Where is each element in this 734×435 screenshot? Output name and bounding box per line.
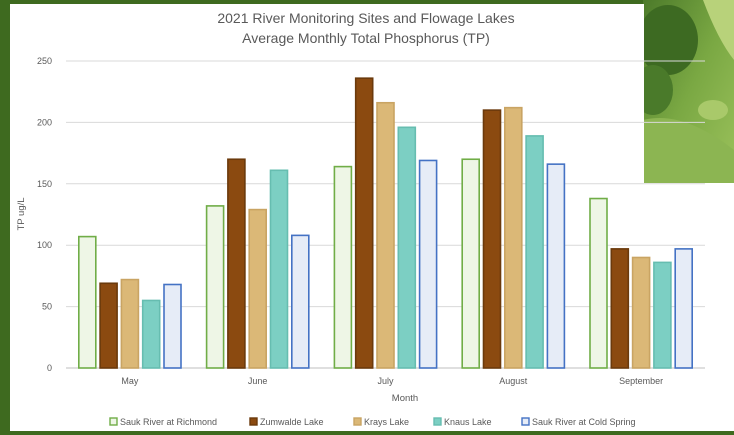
legend-swatch — [353, 417, 362, 426]
x-tick-label: August — [499, 376, 528, 386]
bar — [205, 205, 225, 369]
bar — [290, 234, 310, 369]
legend-swatch — [109, 417, 118, 426]
x-tick-label: June — [248, 376, 268, 386]
y-axis-label: TP ug/L — [16, 197, 27, 230]
bar — [120, 278, 140, 369]
bar — [674, 248, 694, 369]
bar — [397, 126, 417, 369]
x-tick-label: May — [121, 376, 139, 386]
bar — [610, 248, 630, 369]
bar — [354, 77, 374, 369]
legend-swatch — [249, 417, 258, 426]
bar — [503, 106, 523, 369]
bar — [653, 261, 672, 369]
y-tick-label: 100 — [37, 240, 52, 250]
bar — [99, 282, 118, 369]
x-axis-label: Month — [392, 393, 418, 404]
y-axis-ticks: 0 50 100 150 200 250 — [37, 56, 52, 373]
bar — [333, 165, 353, 369]
x-tick-label: July — [377, 376, 394, 386]
legend: Sauk River at Richmond Zumwalde Lake Krays… — [109, 417, 636, 427]
legend-swatch — [521, 417, 530, 426]
bar — [78, 235, 97, 369]
bars — [78, 77, 694, 369]
x-tick-label: September — [619, 376, 663, 386]
bar — [248, 208, 267, 369]
chart-title: 2021 River Monitoring Sites and Flowage … — [217, 10, 514, 26]
legend-label: Sauk River at Cold Spring — [532, 417, 636, 427]
lake-photo — [643, 0, 734, 183]
bar — [418, 159, 438, 369]
bar — [546, 163, 566, 369]
bar — [589, 197, 608, 369]
bar — [269, 169, 289, 369]
x-axis-ticks: May June July August September — [121, 376, 663, 386]
chart-subtitle: Average Monthly Total Phosphorus (TP) — [242, 30, 490, 46]
legend-label: Knaus Lake — [444, 417, 492, 427]
bar — [376, 101, 395, 369]
algae-lake-photo-image — [643, 0, 734, 183]
y-tick-label: 50 — [42, 302, 52, 312]
bar — [482, 109, 502, 369]
bar — [525, 135, 544, 369]
y-tick-label: 150 — [37, 179, 52, 189]
legend-swatch — [433, 417, 442, 426]
y-tick-label: 250 — [37, 56, 52, 66]
legend-label: Sauk River at Richmond — [120, 417, 217, 427]
bar — [631, 256, 651, 369]
legend-label: Zumwalde Lake — [260, 417, 324, 427]
legend-label: Krays Lake — [364, 417, 409, 427]
bar — [227, 158, 246, 369]
bar — [141, 299, 161, 369]
bar — [461, 158, 481, 369]
y-tick-label: 0 — [47, 363, 52, 373]
bar — [163, 283, 182, 369]
y-tick-label: 200 — [37, 117, 52, 127]
